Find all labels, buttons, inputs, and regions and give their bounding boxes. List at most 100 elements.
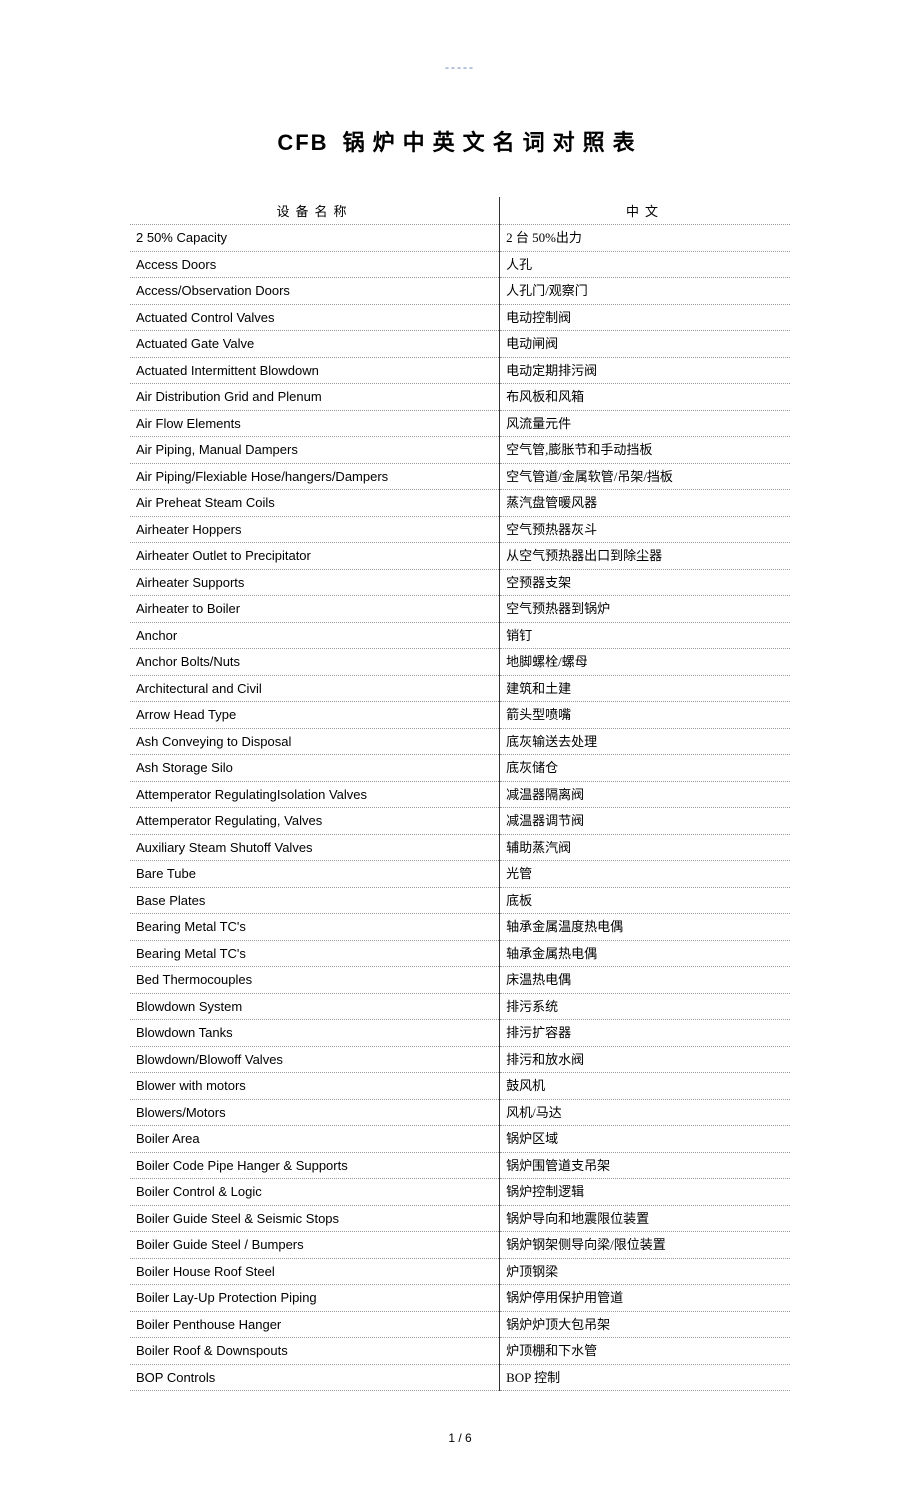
title-rest: 锅炉中英文名词对照表 (343, 130, 643, 155)
cell-english: Blower with motors (130, 1073, 500, 1100)
table-row: Bare Tube光管 (130, 861, 790, 888)
table-row: Attemperator RegulatingIsolation Valves减… (130, 781, 790, 808)
table-row: Blowdown System排污系统 (130, 993, 790, 1020)
table-row: Blowdown Tanks排污扩容器 (130, 1020, 790, 1047)
cell-english: Air Flow Elements (130, 410, 500, 437)
table-row: Air Piping, Manual Dampers空气管,膨胀节和手动挡板 (130, 437, 790, 464)
table-row: Airheater Hoppers空气预热器灰斗 (130, 516, 790, 543)
cell-chinese: 蒸汽盘管暖风器 (500, 490, 790, 517)
cell-chinese: 风流量元件 (500, 410, 790, 437)
cell-english: Boiler Lay-Up Protection Piping (130, 1285, 500, 1312)
table-row: 2 50% Capacity2 台 50%出力 (130, 225, 790, 252)
cell-english: Actuated Intermittent Blowdown (130, 357, 500, 384)
cell-chinese: 排污系统 (500, 993, 790, 1020)
cell-english: Access Doors (130, 251, 500, 278)
cell-english: Arrow Head Type (130, 702, 500, 729)
cell-chinese: 建筑和土建 (500, 675, 790, 702)
table-row: Air Flow Elements风流量元件 (130, 410, 790, 437)
cell-chinese: 箭头型喷嘴 (500, 702, 790, 729)
cell-english: Anchor Bolts/Nuts (130, 649, 500, 676)
table-row: Air Preheat Steam Coils蒸汽盘管暖风器 (130, 490, 790, 517)
cell-english: Ash Conveying to Disposal (130, 728, 500, 755)
cell-chinese: 排污扩容器 (500, 1020, 790, 1047)
cell-chinese: 锅炉围管道支吊架 (500, 1152, 790, 1179)
table-row: Blowers/Motors风机/马达 (130, 1099, 790, 1126)
table-row: Boiler Guide Steel / Bumpers锅炉钢架侧导向梁/限位装… (130, 1232, 790, 1259)
table-row: Airheater Supports空预器支架 (130, 569, 790, 596)
cell-chinese: 光管 (500, 861, 790, 888)
cell-english: Attemperator RegulatingIsolation Valves (130, 781, 500, 808)
table-row: Boiler Code Pipe Hanger & Supports锅炉围管道支… (130, 1152, 790, 1179)
table-row: Boiler Penthouse Hanger锅炉炉顶大包吊架 (130, 1311, 790, 1338)
cell-english: Actuated Gate Valve (130, 331, 500, 358)
cell-chinese: 空预器支架 (500, 569, 790, 596)
page-title: CFB 锅炉中英文名词对照表 (130, 125, 790, 157)
cell-english: Architectural and Civil (130, 675, 500, 702)
cell-chinese: 人孔 (500, 251, 790, 278)
cell-english: Blowdown/Blowoff Valves (130, 1046, 500, 1073)
cell-english: Bed Thermocouples (130, 967, 500, 994)
cell-english: Airheater to Boiler (130, 596, 500, 623)
table-row: Anchor Bolts/Nuts地脚螺栓/螺母 (130, 649, 790, 676)
cell-english: Boiler House Roof Steel (130, 1258, 500, 1285)
table-row: Bed Thermocouples床温热电偶 (130, 967, 790, 994)
table-row: Actuated Gate Valve电动闸阀 (130, 331, 790, 358)
cell-english: Ash Storage Silo (130, 755, 500, 782)
table-row: Blowdown/Blowoff Valves排污和放水阀 (130, 1046, 790, 1073)
title-prefix: CFB (277, 130, 328, 155)
cell-chinese: 2 台 50%出力 (500, 225, 790, 252)
cell-chinese: 空气管道/金属软管/吊架/挡板 (500, 463, 790, 490)
cell-english: Air Preheat Steam Coils (130, 490, 500, 517)
cell-english: Airheater Supports (130, 569, 500, 596)
cell-chinese: 锅炉导向和地震限位装置 (500, 1205, 790, 1232)
cell-chinese: 从空气预热器出口到除尘器 (500, 543, 790, 570)
table-row: Architectural and Civil建筑和土建 (130, 675, 790, 702)
cell-chinese: 底灰储仓 (500, 755, 790, 782)
cell-english: Boiler Penthouse Hanger (130, 1311, 500, 1338)
cell-english: Blowdown Tanks (130, 1020, 500, 1047)
cell-chinese: 锅炉钢架侧导向梁/限位装置 (500, 1232, 790, 1259)
table-row: Boiler Area锅炉区域 (130, 1126, 790, 1153)
cell-chinese: 锅炉控制逻辑 (500, 1179, 790, 1206)
cell-chinese: 鼓风机 (500, 1073, 790, 1100)
cell-english: Boiler Code Pipe Hanger & Supports (130, 1152, 500, 1179)
cell-chinese: 人孔门/观察门 (500, 278, 790, 305)
cell-english: Boiler Area (130, 1126, 500, 1153)
cell-english: Airheater Hoppers (130, 516, 500, 543)
cell-chinese: 底灰输送去处理 (500, 728, 790, 755)
cell-chinese: BOP 控制 (500, 1364, 790, 1391)
cell-chinese: 电动定期排污阀 (500, 357, 790, 384)
table-row: Air Piping/Flexiable Hose/hangers/Damper… (130, 463, 790, 490)
cell-english: Air Piping, Manual Dampers (130, 437, 500, 464)
cell-english: Auxiliary Steam Shutoff Valves (130, 834, 500, 861)
cell-chinese: 减温器隔离阀 (500, 781, 790, 808)
cell-chinese: 销钉 (500, 622, 790, 649)
cell-chinese: 锅炉区域 (500, 1126, 790, 1153)
table-row: Attemperator Regulating, Valves减温器调节阀 (130, 808, 790, 835)
table-row: Actuated Intermittent Blowdown电动定期排污阀 (130, 357, 790, 384)
table-row: Anchor销钉 (130, 622, 790, 649)
table-row: Airheater to Boiler空气预热器到锅炉 (130, 596, 790, 623)
cell-chinese: 辅助蒸汽阀 (500, 834, 790, 861)
cell-english: Bearing Metal TC's (130, 940, 500, 967)
cell-english: Actuated Control Valves (130, 304, 500, 331)
cell-chinese: 电动闸阀 (500, 331, 790, 358)
cell-chinese: 轴承金属热电偶 (500, 940, 790, 967)
cell-english: Access/Observation Doors (130, 278, 500, 305)
cell-english: Blowers/Motors (130, 1099, 500, 1126)
cell-english: Boiler Roof & Downspouts (130, 1338, 500, 1365)
cell-english: Blowdown System (130, 993, 500, 1020)
header-equipment-name: 设备名称 (130, 197, 500, 225)
table-row: Bearing Metal TC's轴承金属热电偶 (130, 940, 790, 967)
table-row: Access/Observation Doors人孔门/观察门 (130, 278, 790, 305)
table-row: Bearing Metal TC's轴承金属温度热电偶 (130, 914, 790, 941)
cell-english: Bare Tube (130, 861, 500, 888)
table-row: Ash Conveying to Disposal底灰输送去处理 (130, 728, 790, 755)
cell-english: Anchor (130, 622, 500, 649)
cell-english: Attemperator Regulating, Valves (130, 808, 500, 835)
table-row: Base Plates底板 (130, 887, 790, 914)
table-row: Arrow Head Type箭头型喷嘴 (130, 702, 790, 729)
cell-chinese: 布风板和风箱 (500, 384, 790, 411)
cell-chinese: 地脚螺栓/螺母 (500, 649, 790, 676)
cell-chinese: 空气预热器灰斗 (500, 516, 790, 543)
